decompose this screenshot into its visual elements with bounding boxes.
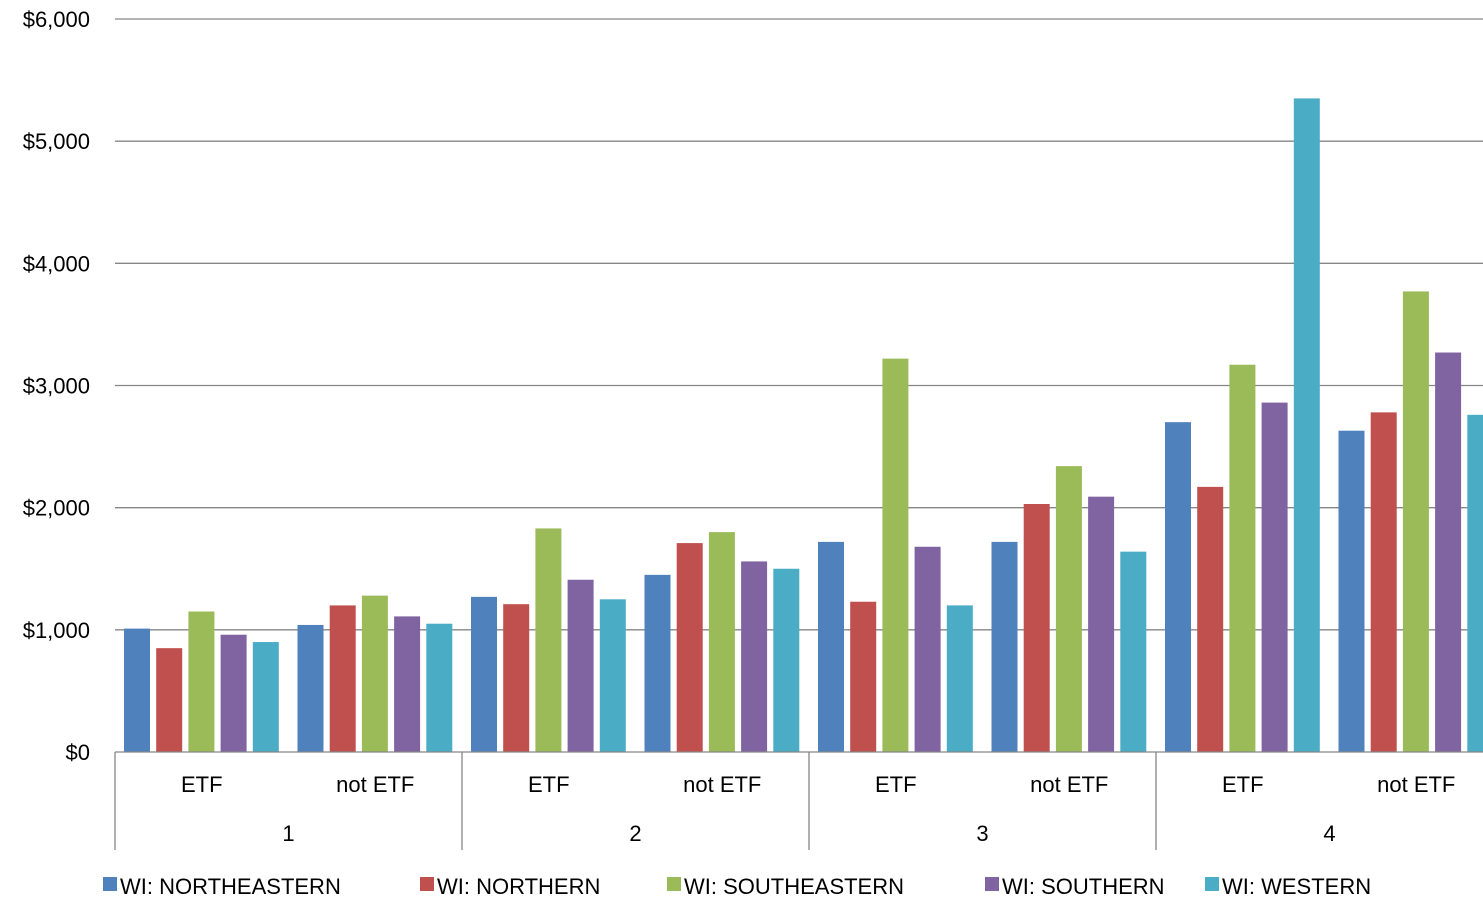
bar-wi-western-3 bbox=[773, 568, 800, 752]
x-group-label: 2 bbox=[629, 821, 641, 846]
bar-wi-southeastern-7 bbox=[1402, 291, 1429, 752]
x-subcategory-label: ETF bbox=[181, 772, 223, 797]
bars bbox=[124, 98, 1483, 753]
y-tick-label: $6,000 bbox=[23, 7, 90, 32]
x-subcategory-label: ETF bbox=[1222, 772, 1264, 797]
bar-wi-southeastern-3 bbox=[708, 532, 735, 752]
bar-wi-northeastern-7 bbox=[1338, 430, 1365, 752]
bar-wi-southern-4 bbox=[914, 546, 941, 752]
bar-wi-southeastern-5 bbox=[1055, 466, 1082, 752]
x-subcategory-label: ETF bbox=[528, 772, 570, 797]
bar-wi-southern-1 bbox=[394, 616, 421, 752]
legend-swatch bbox=[985, 877, 999, 891]
bar-wi-western-0 bbox=[252, 642, 279, 752]
bar-wi-northern-4 bbox=[850, 601, 877, 752]
y-tick-label: $4,000 bbox=[23, 251, 90, 276]
bar-wi-northern-1 bbox=[329, 605, 356, 752]
bar-wi-northern-5 bbox=[1023, 504, 1050, 752]
legend-label: WI: WESTERN bbox=[1222, 874, 1371, 899]
bar-wi-western-6 bbox=[1293, 98, 1320, 753]
legend-swatch bbox=[103, 877, 117, 891]
x-group-label: 4 bbox=[1323, 821, 1335, 846]
y-tick-label: $3,000 bbox=[23, 374, 90, 399]
bar-wi-northern-2 bbox=[503, 604, 530, 752]
bar-wi-southeastern-6 bbox=[1229, 364, 1256, 752]
bar-wi-northern-7 bbox=[1370, 412, 1397, 752]
bar-wi-northeastern-1 bbox=[297, 624, 324, 752]
x-subcategory-label: ETF bbox=[875, 772, 917, 797]
bar-wi-northeastern-4 bbox=[818, 541, 844, 752]
bar-wi-western-1 bbox=[426, 623, 453, 752]
x-subcategory-label: not ETF bbox=[1377, 772, 1455, 797]
bar-wi-northeastern-2 bbox=[471, 596, 497, 752]
bar-wi-western-4 bbox=[946, 605, 973, 752]
legend-label: WI: NORTHEASTERN bbox=[120, 874, 341, 899]
y-tick-label: $1,000 bbox=[23, 618, 90, 643]
x-subcategory-label: not ETF bbox=[1030, 772, 1108, 797]
bar-wi-northern-6 bbox=[1197, 486, 1224, 752]
legend-label: WI: SOUTHERN bbox=[1002, 874, 1165, 899]
bar-wi-southern-3 bbox=[741, 561, 768, 752]
bar-wi-northeastern-5 bbox=[991, 541, 1018, 752]
bar-wi-western-2 bbox=[599, 599, 626, 752]
x-group-label: 1 bbox=[282, 821, 294, 846]
bar-wi-southern-2 bbox=[567, 579, 594, 752]
legend-swatch bbox=[420, 877, 434, 891]
bar-wi-southeastern-2 bbox=[535, 528, 562, 752]
bar-wi-northeastern-3 bbox=[644, 574, 671, 752]
x-group-label: 3 bbox=[976, 821, 988, 846]
bar-wi-northern-0 bbox=[156, 648, 183, 752]
bar-wi-northeastern-6 bbox=[1165, 422, 1191, 752]
bar-wi-northern-3 bbox=[676, 543, 703, 752]
y-tick-label: $2,000 bbox=[23, 496, 90, 521]
legend-swatch bbox=[1205, 877, 1219, 891]
bar-wi-southern-6 bbox=[1261, 402, 1288, 752]
legend-label: WI: NORTHERN bbox=[437, 874, 600, 899]
legend: WI: NORTHEASTERN WI: NORTHERN WI: SOUTHEAS… bbox=[103, 874, 1371, 899]
x-subcategory-label: not ETF bbox=[683, 772, 761, 797]
bar-wi-southern-0 bbox=[220, 634, 247, 752]
x-axis: ETF not ETF 1 ETF not ETF 2 ETF not ETF 3 ETF not … bbox=[114, 751, 1483, 850]
bar-wi-southeastern-1 bbox=[361, 595, 388, 752]
bar-wi-southern-7 bbox=[1435, 352, 1462, 752]
y-tick-label: $5,000 bbox=[23, 129, 90, 154]
bar-wi-southeastern-4 bbox=[882, 358, 909, 752]
legend-swatch bbox=[667, 877, 681, 891]
legend-label: WI: SOUTHEASTERN bbox=[684, 874, 904, 899]
bar-wi-western-5 bbox=[1120, 551, 1147, 752]
bar-wi-northeastern-0 bbox=[124, 628, 150, 752]
bar-wi-western-7 bbox=[1467, 414, 1483, 752]
y-axis: $0 $1,000 $2,000 $3,000 $4,000 $5,000 $6,000 bbox=[23, 7, 90, 765]
bar-wi-southern-5 bbox=[1088, 496, 1115, 752]
bar-wi-southeastern-0 bbox=[188, 611, 215, 752]
y-tick-label: $0 bbox=[66, 740, 90, 765]
x-subcategory-label: not ETF bbox=[336, 772, 414, 797]
